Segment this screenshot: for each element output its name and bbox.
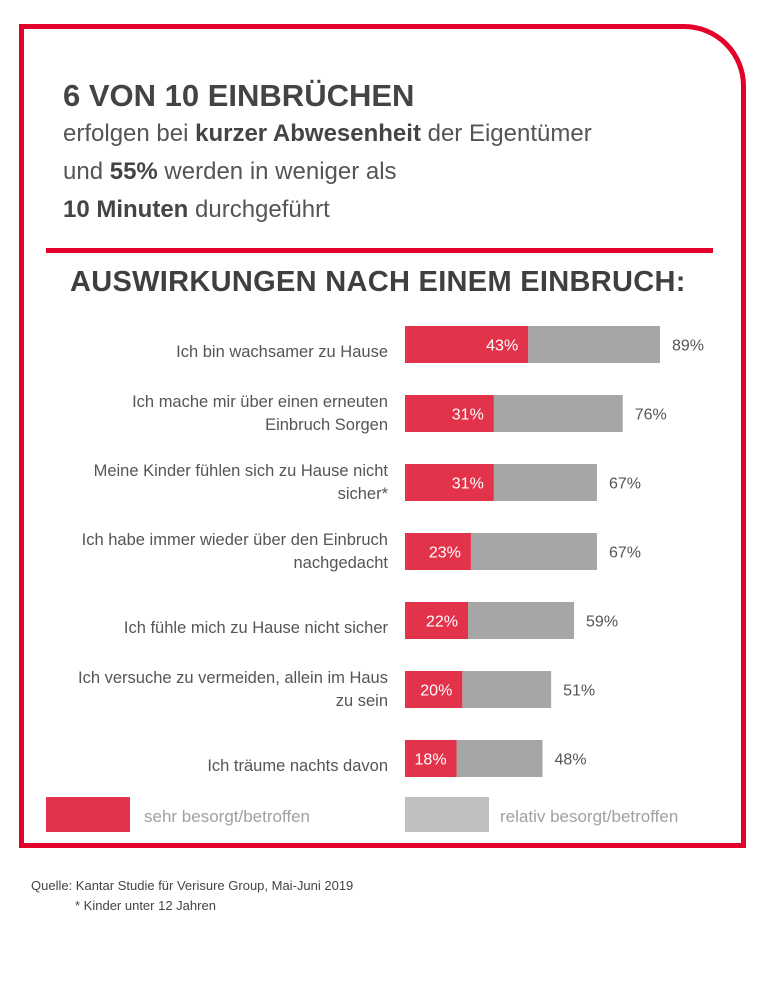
value-label-secondary: 51%	[563, 683, 595, 700]
subline-1-post: der Eigentümer	[420, 120, 592, 147]
bar-primary	[405, 533, 471, 570]
category-label-line: nachgedacht	[293, 553, 389, 572]
legend-swatch-primary	[46, 797, 130, 832]
bar-primary	[405, 671, 463, 708]
category-label-line: Ich versuche zu vermeiden, allein im Hau…	[78, 668, 388, 687]
category-label: Ich versuche zu vermeiden, allein im Hau…	[78, 667, 388, 713]
category-label: Ich bin wachsamer zu Hause	[176, 341, 388, 364]
subline-2-bold: 55%	[109, 158, 158, 185]
category-label-line: Ich fühle mich zu Hause nicht sicher	[123, 619, 388, 637]
legend-label-primary: sehr besorgt/betroffen	[144, 807, 311, 826]
subline-2-pre: und	[63, 158, 110, 185]
legend-swatch-secondary	[405, 797, 489, 832]
category-label-line: Ich mache mir über einen erneuten	[132, 392, 388, 411]
subline-3-post: durchgeführt	[188, 196, 330, 223]
bar-secondary	[470, 533, 597, 570]
bar-secondary	[468, 602, 575, 639]
subline-1-bold: kurzer Abwesenheit	[195, 120, 421, 147]
bar-primary	[405, 602, 469, 639]
category-label: Ich träume nachts davon	[207, 755, 388, 778]
value-label-secondary: 89%	[672, 338, 704, 355]
footnote: * Kinder unter 12 Jahren	[75, 898, 216, 913]
legend-label-secondary: relativ besorgt/betroffen	[500, 807, 679, 826]
red-frame	[19, 24, 746, 848]
value-label-primary: 31%	[452, 407, 484, 424]
category-label-line: Meine Kinder fühlen sich zu Hause nicht	[93, 461, 388, 480]
value-label-secondary: 67%	[609, 545, 641, 562]
category-label: Meine Kinder fühlen sich zu Hause nicht s…	[94, 460, 388, 506]
value-label-primary: 18%	[415, 752, 447, 769]
subline-3-bold: 10 Minuten	[63, 196, 189, 223]
subline-1: erfolgen bei kurzer Abwesenheit der Eige…	[63, 120, 592, 148]
value-label-primary: 31%	[452, 476, 484, 493]
value-label-secondary: 76%	[635, 407, 667, 424]
bar-primary	[405, 395, 494, 432]
value-label-primary: 43%	[486, 338, 518, 355]
headline: 6 VON 10 EINBRÜCHEN	[63, 78, 415, 113]
value-label-primary: 22%	[426, 614, 458, 631]
value-label-secondary: 48%	[555, 752, 587, 769]
bar-secondary	[493, 464, 597, 501]
bar-primary	[405, 326, 529, 363]
category-label-line: zu sein	[335, 691, 388, 710]
category-label-line: Ich habe immer wieder über den Einbruch	[81, 530, 388, 549]
category-label: Ich fühle mich zu Hause nicht sicher	[124, 617, 388, 640]
bar-primary	[405, 464, 494, 501]
bar-secondary	[493, 395, 623, 432]
category-label-line: Einbruch Sorgen	[265, 415, 388, 434]
bar-primary	[405, 740, 457, 777]
bar-secondary	[462, 671, 552, 708]
category-label-line: sicher*	[337, 484, 388, 503]
subline-2-post: werden in weniger als	[157, 158, 397, 185]
value-label-primary: 20%	[420, 683, 452, 700]
value-label-secondary: 59%	[586, 614, 618, 631]
source-note: Quelle: Kantar Studie für Verisure Group…	[31, 878, 354, 893]
value-label-secondary: 67%	[609, 476, 641, 493]
category-label-line: Ich träume nachts davon	[207, 757, 388, 775]
bar-secondary	[456, 740, 543, 777]
category-label-line: Ich bin wachsamer zu Hause	[176, 343, 388, 361]
section-title: AUSWIRKUNGEN NACH EINEM EINBRUCH:	[70, 266, 686, 298]
category-label: Ich habe immer wieder über den Einbruch n…	[82, 529, 388, 575]
bar-secondary	[528, 326, 660, 363]
subline-1-pre: erfolgen bei	[63, 120, 196, 147]
red-divider	[46, 248, 713, 253]
subline-3: 10 Minuten durchgeführt	[63, 196, 330, 224]
category-label: Ich mache mir über einen erneuten Einbruc…	[132, 391, 388, 437]
value-label-primary: 23%	[429, 545, 461, 562]
subline-2: und 55% werden in weniger als	[63, 158, 397, 186]
